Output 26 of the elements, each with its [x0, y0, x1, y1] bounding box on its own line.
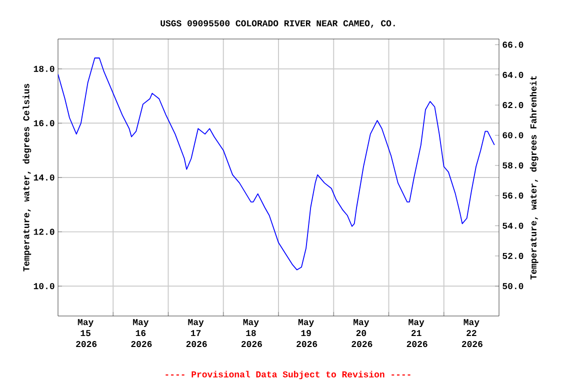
x-tick-label: May 19 2026 — [296, 319, 318, 348]
chart-title: USGS 09095500 COLORADO RIVER NEAR CAMEO, CO. — [160, 20, 395, 28]
x-tick-label: May 18 2026 — [241, 319, 262, 348]
x-tick-label: May 20 2026 — [352, 319, 372, 348]
y-tick-label: 14.0 — [34, 174, 54, 181]
y2-tick-label: 54.0 — [502, 222, 524, 229]
y2-tick-label: 66.0 — [502, 42, 524, 48]
y-tick-label: 16.0 — [34, 120, 54, 126]
x-tick-label: May 17 2026 — [186, 319, 207, 348]
x-tick-label: May 15 2026 — [76, 319, 97, 348]
y-axis-title: Temperature, water, degrees Celsius — [22, 84, 32, 272]
text: ---- Provisional Data Subject to Revision ---- — [166, 370, 410, 380]
y-tick-label: 10.0 — [34, 283, 54, 290]
y2-tick-label: 56.0 — [502, 192, 524, 199]
x-tick-label: May 16 2026 — [131, 319, 152, 348]
y2-tick-label: 50.0 — [502, 283, 524, 290]
x-tick-label: May 22 2026 — [462, 319, 482, 348]
y-tick-label: 12.0 — [34, 228, 54, 235]
y2-tick-label: 58.0 — [502, 162, 524, 168]
x-tick-label: May 21 2026 — [406, 319, 428, 348]
y-tick-label: 18.0 — [34, 66, 54, 72]
y2-tick-label: 64.0 — [502, 72, 524, 78]
y2-axis-title: Temperature, water, degrees Fahrenheit — [530, 76, 538, 280]
y2-tick-label: 60.0 — [502, 132, 524, 138]
y2-tick-label: 62.0 — [502, 102, 524, 108]
y2-tick-label: 52.0 — [502, 252, 524, 259]
